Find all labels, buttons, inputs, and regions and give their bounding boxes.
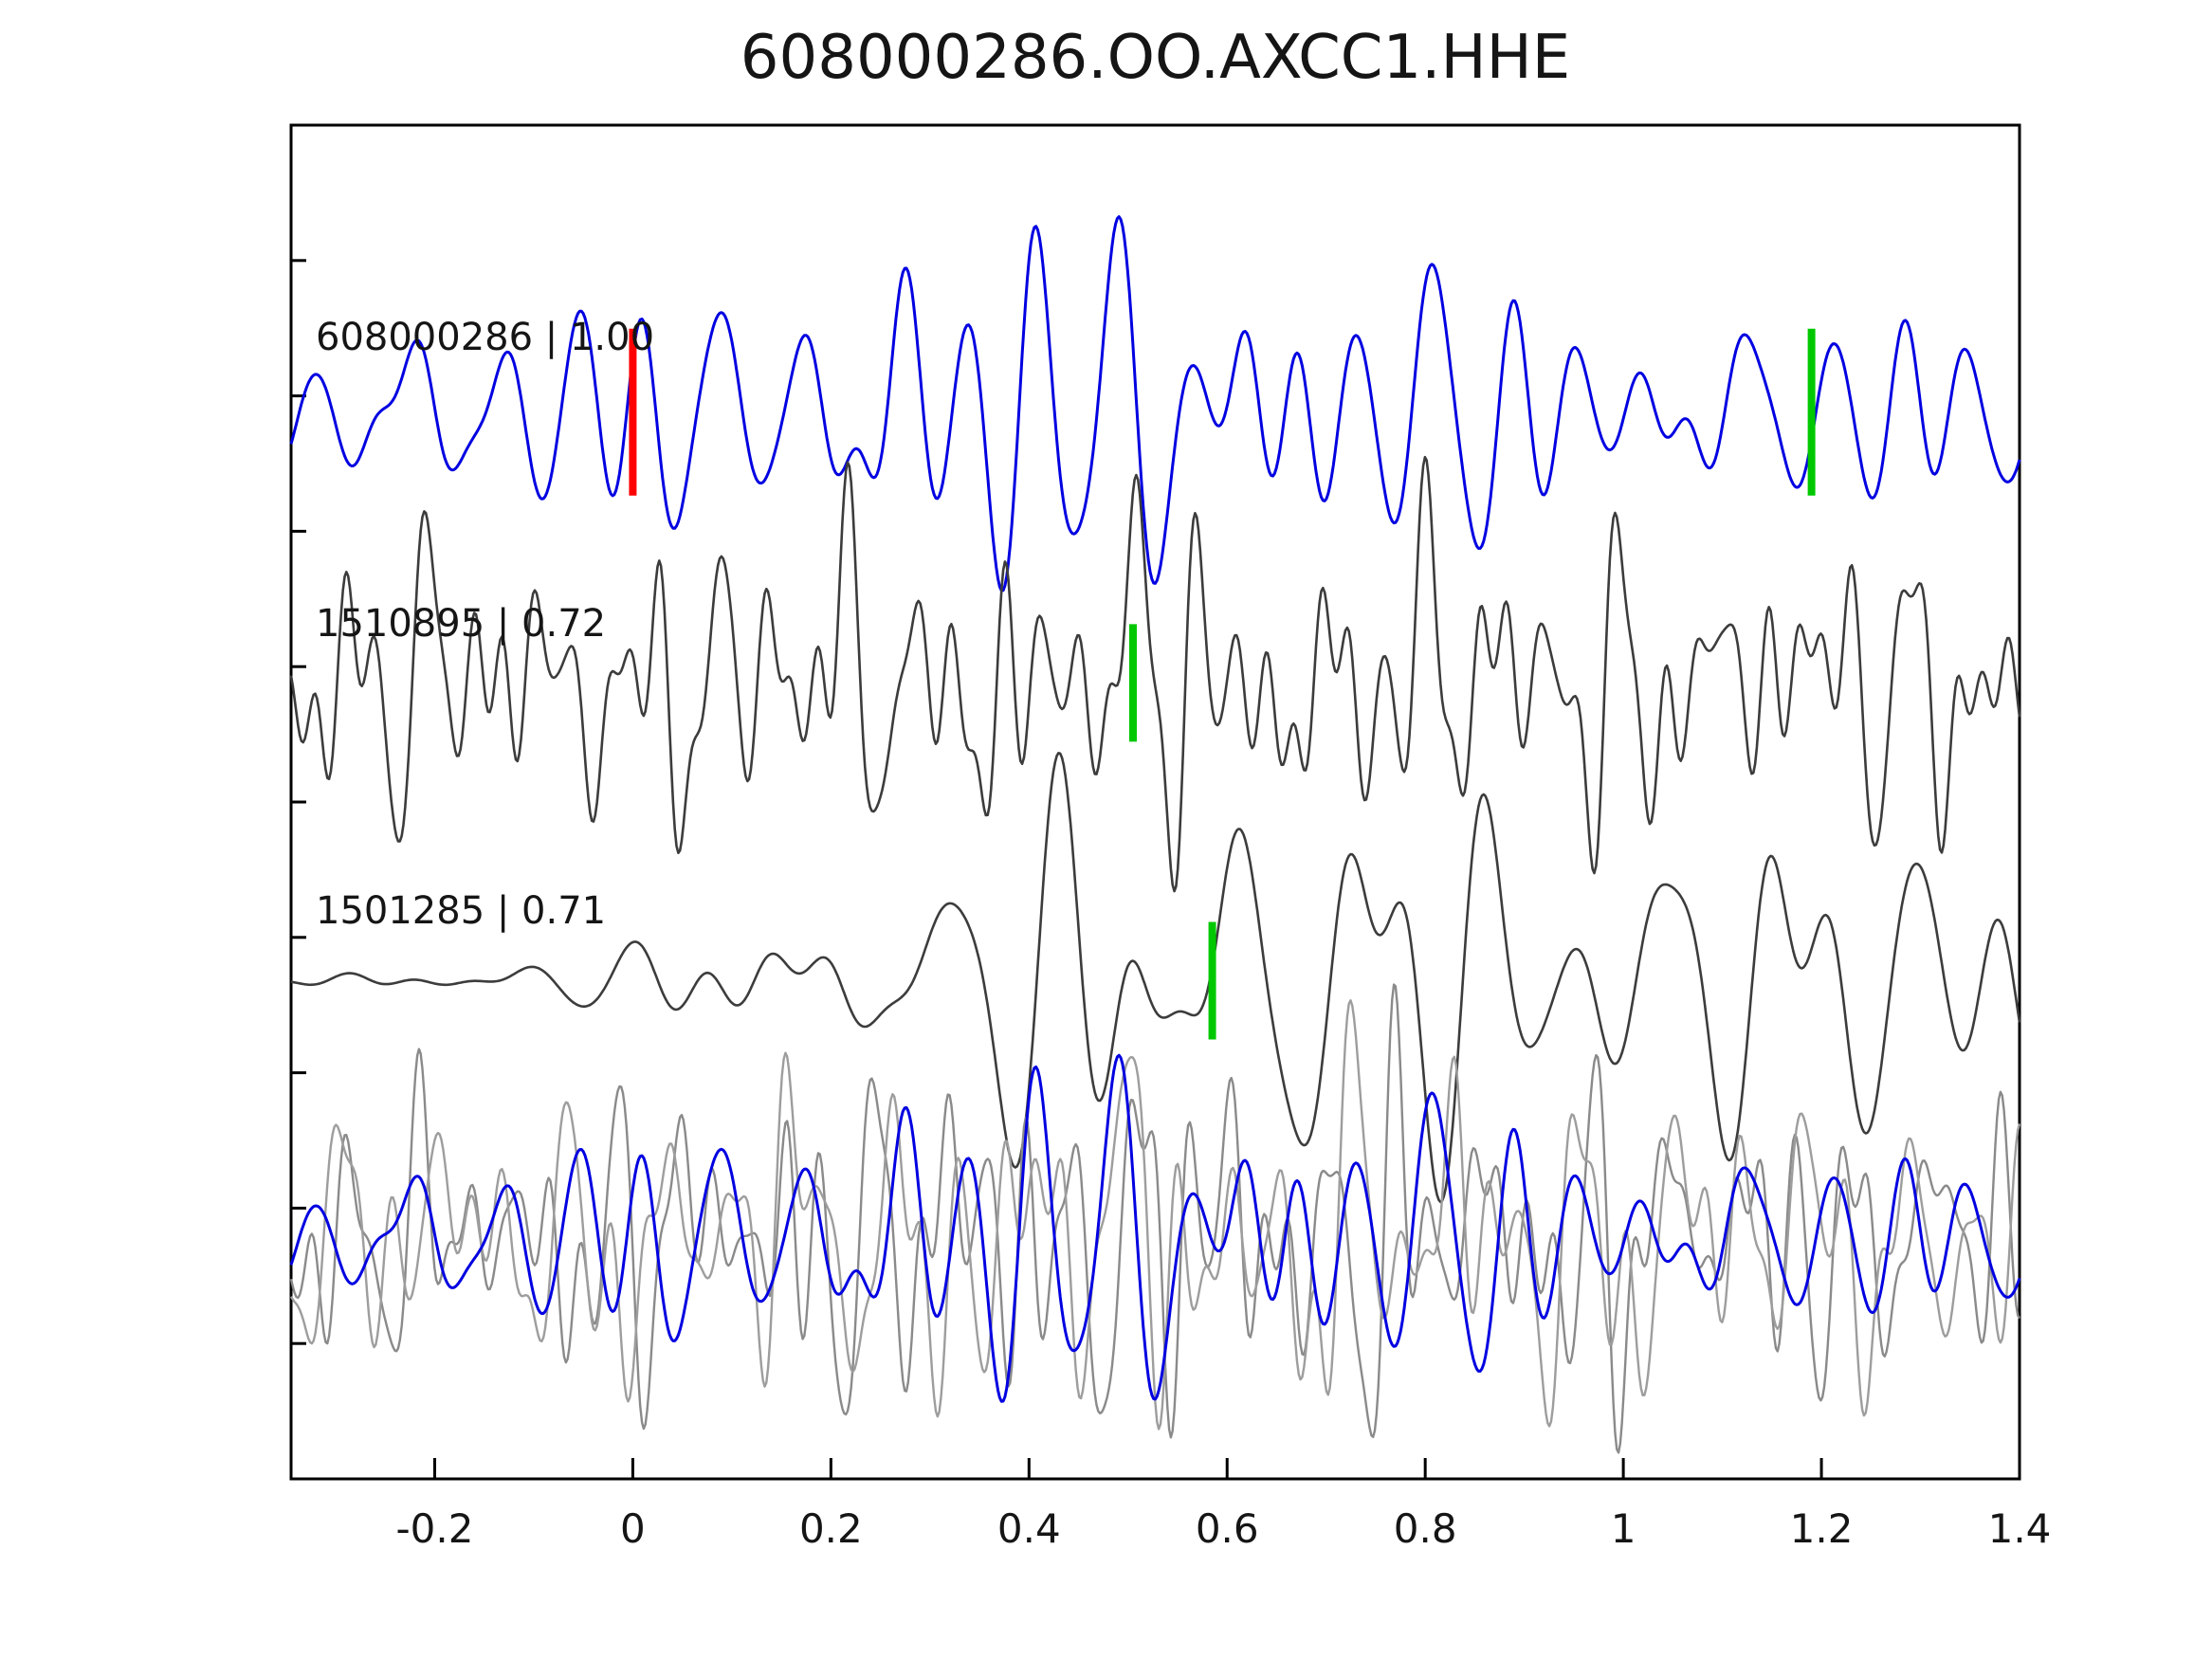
x-tick-label: 1.4 <box>1987 1505 2052 1552</box>
overlay-gray-1 <box>289 983 2021 1454</box>
detection-trace-1 <box>289 455 2021 893</box>
x-tick-label: 0 <box>620 1505 646 1552</box>
x-tick-label: 0.4 <box>996 1505 1061 1552</box>
overlay-gray-2 <box>289 999 2021 1431</box>
trace-label-detection-2: 1501285 | 0.71 <box>316 889 607 933</box>
overlay-template <box>289 1053 2021 1403</box>
x-tick-label: 1 <box>1610 1505 1636 1552</box>
x-tick-label: 1.2 <box>1789 1505 1854 1552</box>
trace-label-template: 608000286 | 1.00 <box>316 316 655 359</box>
x-tick-label: 0.2 <box>798 1505 863 1552</box>
x-tick-label: 0.8 <box>1393 1505 1457 1552</box>
template-trace <box>289 215 2021 592</box>
detection-trace-2 <box>290 751 2021 1204</box>
x-tick-label: -0.2 <box>395 1505 474 1552</box>
x-tick-label: 0.6 <box>1195 1505 1259 1552</box>
chart-title: 608000286.OO.AXCC1.HHE <box>740 23 1571 93</box>
trace-label-detection-1: 1510895 | 0.72 <box>316 602 607 646</box>
